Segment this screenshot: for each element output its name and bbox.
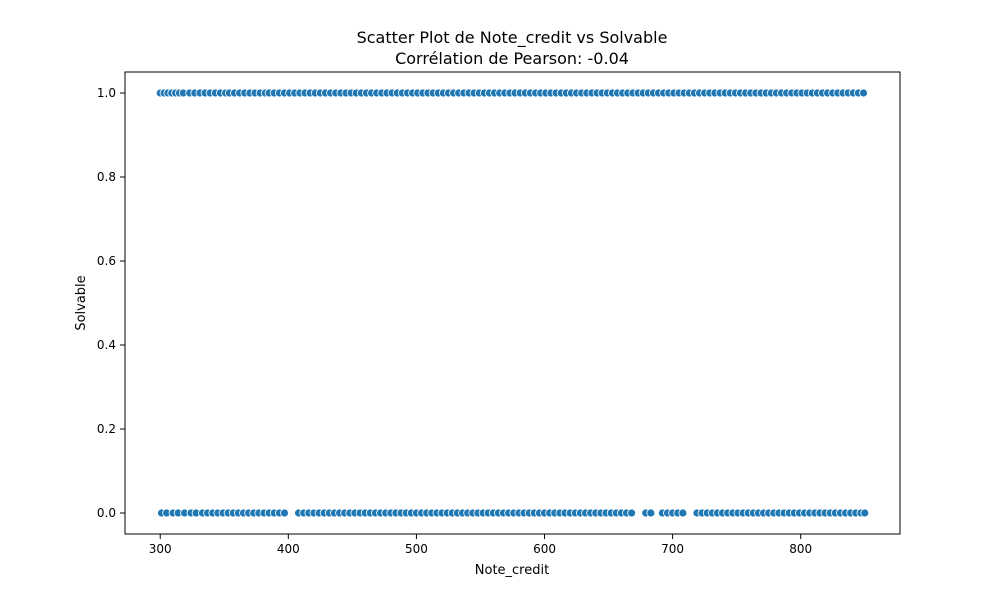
data-point: [860, 508, 870, 518]
y-axis-label: Solvable: [74, 275, 89, 330]
y-tick-label: 1.0: [97, 86, 116, 100]
y-tick-label: 0.4: [97, 338, 116, 352]
y-tick-label: 0.0: [97, 506, 116, 520]
x-axis-ticks: 300 400 500 600 700 800: [149, 534, 812, 556]
x-tick-label: 300: [149, 542, 172, 556]
data-points: [155, 88, 870, 518]
x-tick-label: 600: [533, 542, 556, 556]
data-point: [678, 508, 688, 518]
x-tick-label: 500: [405, 542, 428, 556]
y-axis-ticks: 0.0 0.2 0.4 0.6 0.8 1.0: [97, 86, 125, 520]
y-tick-label: 0.8: [97, 170, 116, 184]
x-tick-label: 400: [277, 542, 300, 556]
plot-area-frame: [124, 71, 901, 535]
data-point: [280, 508, 289, 518]
x-axis-label: Note_credit: [475, 563, 549, 578]
chart-subtitle: Corrélation de Pearson: -0.04: [395, 49, 629, 68]
x-tick-label: 800: [789, 542, 812, 556]
y-tick-label: 0.6: [97, 254, 116, 268]
chart-title: Scatter Plot de Note_credit vs Solvable: [357, 28, 668, 48]
data-point: [859, 88, 868, 98]
y-tick-label: 0.2: [97, 422, 116, 436]
data-point: [627, 508, 637, 518]
data-point: [646, 508, 656, 518]
x-tick-label: 700: [661, 542, 684, 556]
